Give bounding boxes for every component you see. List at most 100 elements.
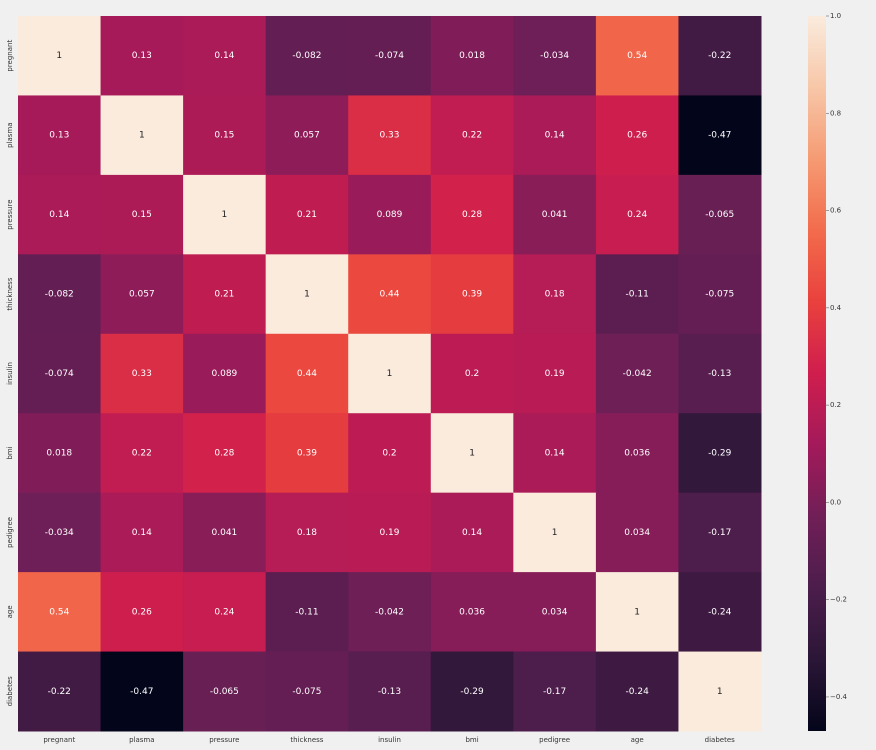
heatmap-cell xyxy=(348,95,432,176)
colorbar-tick-label: −0.2 xyxy=(830,596,847,604)
cell-label: 0.089 xyxy=(212,369,238,379)
cell-label: 0.39 xyxy=(297,448,317,458)
cell-label: 0.13 xyxy=(132,51,152,61)
cell-label: 0.21 xyxy=(297,210,317,220)
colorbar-tick-label: 0.4 xyxy=(830,304,842,312)
cell-label: 0.19 xyxy=(379,528,399,538)
heatmap-cell xyxy=(100,333,184,414)
cell-label: 0.54 xyxy=(49,607,69,617)
cell-label: 1 xyxy=(634,607,640,617)
heatmap-cell xyxy=(430,16,514,96)
x-tick-label: thickness xyxy=(290,736,323,744)
heatmap-cell xyxy=(678,174,762,255)
cell-label: 0.034 xyxy=(542,607,568,617)
heatmap-cell xyxy=(265,651,349,732)
heatmap-cell xyxy=(265,333,349,414)
heatmap-cell xyxy=(513,254,597,335)
cell-label: 1 xyxy=(222,210,228,220)
cell-label: 0.44 xyxy=(379,290,399,300)
cell-label: 0.036 xyxy=(459,607,485,617)
heatmap-cell xyxy=(430,95,514,176)
cell-label: 0.2 xyxy=(382,448,396,458)
cell-label: 0.057 xyxy=(129,290,155,300)
cell-label: 0.28 xyxy=(214,448,234,458)
cell-label: 1 xyxy=(56,51,62,61)
cell-label: 0.2 xyxy=(465,369,479,379)
colorbar-tick-label: −0.4 xyxy=(830,693,848,701)
y-tick-label: bmi xyxy=(6,446,14,459)
heatmap-cell xyxy=(430,492,514,573)
heatmap-cell xyxy=(18,572,102,653)
cell-label: -0.13 xyxy=(708,369,731,379)
cell-label: -0.042 xyxy=(375,607,404,617)
cell-label: 0.13 xyxy=(49,131,69,141)
cell-label: -0.47 xyxy=(130,687,153,697)
cell-label: 0.24 xyxy=(627,210,647,220)
heatmap-cell xyxy=(18,651,102,732)
heatmap-cell xyxy=(430,651,514,732)
heatmap-cell xyxy=(183,174,267,255)
heatmap-cell xyxy=(430,254,514,335)
heatmap-cell xyxy=(595,16,679,96)
cell-label: -0.24 xyxy=(708,607,732,617)
heatmap-cell xyxy=(430,333,514,414)
cell-label: 0.22 xyxy=(462,131,482,141)
heatmap-cell xyxy=(100,651,184,732)
cell-label: -0.29 xyxy=(708,448,732,458)
heatmap-cell xyxy=(265,572,349,653)
heatmap-cell xyxy=(513,174,597,255)
heatmap-cell xyxy=(18,333,102,414)
x-tick-label: insulin xyxy=(378,736,401,744)
heatmap-cell xyxy=(18,254,102,335)
cell-label: 0.39 xyxy=(462,290,482,300)
cell-label: 0.034 xyxy=(624,528,650,538)
heatmap-cell xyxy=(100,492,184,573)
cell-label: 0.14 xyxy=(214,51,234,61)
heatmap-cell xyxy=(430,572,514,653)
y-tick-label: thickness xyxy=(6,277,14,310)
heatmap-cell xyxy=(348,174,432,255)
cell-label: 1 xyxy=(469,448,475,458)
heatmap-cell xyxy=(595,333,679,414)
heatmap-cell xyxy=(595,492,679,573)
heatmap-cell xyxy=(595,254,679,335)
heatmap-cell xyxy=(513,413,597,494)
cell-label: 0.18 xyxy=(297,528,317,538)
heatmap-cell xyxy=(183,333,267,414)
cell-label: -0.042 xyxy=(623,369,652,379)
colorbar-tick-label: 0.8 xyxy=(830,109,841,117)
heatmap-cell xyxy=(595,651,679,732)
colorbar-tick-label: 0.6 xyxy=(830,207,842,215)
colorbar xyxy=(808,16,826,731)
colorbar-tick-label: 1.0 xyxy=(830,12,841,20)
heatmap-cell xyxy=(100,16,184,96)
x-tick-label: age xyxy=(631,736,644,744)
x-tick-label: diabetes xyxy=(705,736,735,744)
cell-label: 0.26 xyxy=(132,607,152,617)
cell-label: 0.21 xyxy=(214,290,234,300)
cell-label: -0.11 xyxy=(626,290,649,300)
cell-label: 1 xyxy=(717,687,723,697)
heatmap-cell xyxy=(265,174,349,255)
heatmap-cell xyxy=(348,651,432,732)
cell-label: 0.041 xyxy=(542,210,568,220)
cell-label: -0.034 xyxy=(45,528,74,538)
cell-label: 1 xyxy=(387,369,393,379)
heatmap-cell xyxy=(595,174,679,255)
cell-label: 0.14 xyxy=(545,448,565,458)
cell-label: -0.29 xyxy=(460,687,484,697)
cell-label: 0.036 xyxy=(624,448,650,458)
heatmap-cell xyxy=(678,16,762,96)
cell-label: -0.074 xyxy=(45,369,74,379)
cell-label: 0.089 xyxy=(377,210,403,220)
colorbar-tick-label: 0.2 xyxy=(830,401,841,409)
heatmap-cell xyxy=(348,333,432,414)
x-tick-label: bmi xyxy=(465,736,478,744)
y-tick-label: age xyxy=(6,605,14,618)
cell-label: 0.18 xyxy=(545,290,565,300)
heatmap-cell xyxy=(678,492,762,573)
heatmap-cell xyxy=(513,492,597,573)
cell-label: -0.17 xyxy=(543,687,566,697)
cell-label: 1 xyxy=(304,290,310,300)
